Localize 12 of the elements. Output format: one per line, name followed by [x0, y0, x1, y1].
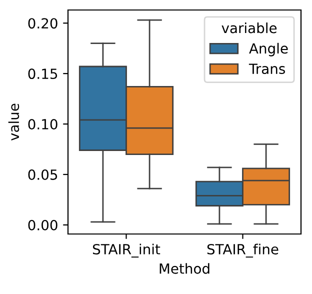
x-tick-label: STAIR_init [92, 244, 160, 258]
y-tick-label: 0.15 [28, 68, 58, 80]
legend-label: Angle [249, 42, 288, 56]
y-tick-label: 0.00 [28, 220, 58, 230]
y-tick-label: 0.05 [28, 169, 58, 180]
legend-title: variable [222, 22, 277, 34]
y-tick-label: 0.20 [28, 18, 58, 29]
y-tick-label: 0.10 [28, 118, 58, 130]
x-axis-title: Method [160, 263, 210, 274]
legend-label: Trans [248, 64, 285, 74]
y-axis-title: value [8, 104, 20, 141]
x-tick-label: STAIR_fine [207, 244, 278, 258]
